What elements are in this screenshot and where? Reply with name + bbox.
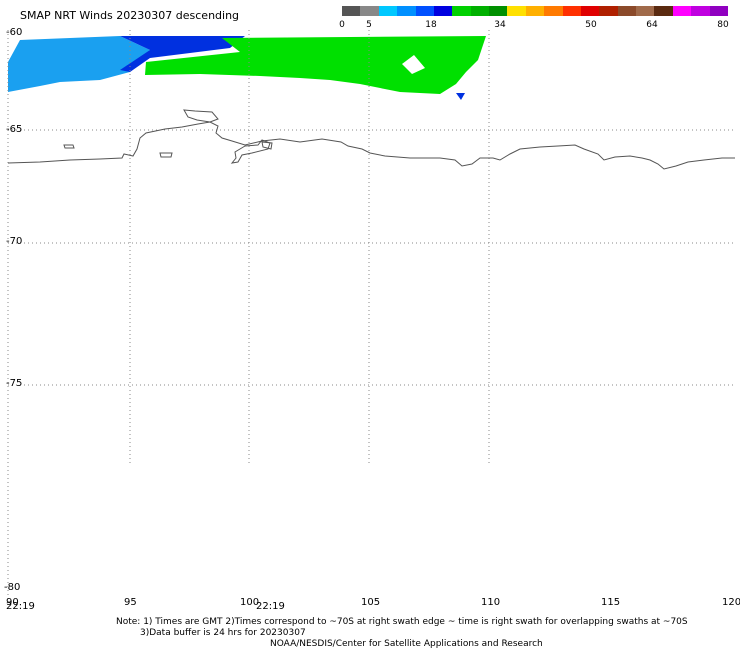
note-line-3: NOAA/NESDIS/Center for Satellite Applica… (270, 639, 543, 649)
coastline-island-2 (63, 144, 75, 149)
colorbar-swatch-20 (709, 6, 728, 16)
lon-label-100: 100 (240, 597, 259, 608)
coastline-island-3 (159, 152, 173, 158)
colorbar-swatch-19 (691, 6, 710, 16)
colorbar-swatch-7 (470, 6, 489, 16)
coastline-main (7, 121, 735, 170)
wind-swath-blue (20, 36, 245, 72)
colorbar-swatch-2 (378, 6, 398, 16)
colorbar-swatch-6 (452, 6, 471, 16)
lon-label-90: 90 (6, 597, 19, 608)
colorbar-swatch-1 (360, 6, 379, 16)
map-grid (7, 30, 735, 600)
colorbar-swatch-17 (654, 6, 673, 16)
wind-swath-gap (402, 55, 425, 74)
colorbar-swatch-5 (433, 6, 453, 16)
colorbar-swatch-12 (562, 6, 581, 16)
colorbar-label-80: 80 (717, 20, 729, 30)
colorbar-label-64: 64 (646, 20, 658, 30)
colorbar-swatch-9 (507, 6, 526, 16)
colorbar-label-5: 5 (366, 20, 372, 30)
lon-label-115: 115 (601, 597, 620, 608)
note-line-2: 3)Data buffer is 24 hrs for 20230307 (140, 628, 306, 638)
lat-label-65: -65 (6, 124, 22, 135)
colorbar-swatch-0 (342, 6, 361, 16)
lat-label-70: -70 (6, 236, 22, 247)
wind-swath-light-blue (8, 36, 150, 92)
lon-label-110: 110 (481, 597, 500, 608)
swath-time-2: 22:19 (256, 601, 285, 612)
colorbar-swatch-13 (580, 6, 600, 16)
colorbar-swatch-3 (397, 6, 416, 16)
colorbar-swatch-18 (672, 6, 692, 16)
lat-label-60: -60 (6, 27, 22, 38)
colorbar-swatch-14 (599, 6, 618, 16)
lon-label-105: 105 (361, 597, 380, 608)
colorbar-label-0: 0 (339, 20, 345, 30)
colorbar-swatch-16 (636, 6, 655, 16)
lat-label-80: -80 (4, 582, 20, 593)
coastline-inner (230, 139, 271, 164)
lon-label-120: 120 (722, 597, 740, 608)
lat-label-75: -75 (6, 378, 22, 389)
colorbar-label-18: 18 (425, 20, 437, 30)
colorbar-swatch-4 (415, 6, 434, 16)
antarctic-coastline (7, 109, 735, 170)
wind-swath-green (145, 36, 486, 94)
colorbar-swatch-11 (544, 6, 563, 16)
colorbar-swatch-10 (525, 6, 545, 16)
coastline-island-4 (261, 141, 273, 150)
wind-speed-colorbar (342, 6, 728, 16)
map-title: SMAP NRT Winds 20230307 descending (20, 9, 240, 22)
lon-label-95: 95 (124, 597, 137, 608)
coastline-island-1 (183, 109, 219, 123)
colorbar-label-34: 34 (494, 20, 506, 30)
swath-time-1: 22:19 (6, 601, 35, 612)
note-line-1: Note: 1) Times are GMT 2)Times correspon… (116, 617, 688, 627)
colorbar-swatch-15 (617, 6, 636, 16)
colorbar-swatch-8 (489, 6, 508, 16)
wind-swath-blue-tip (456, 93, 465, 100)
colorbar-label-50: 50 (585, 20, 597, 30)
